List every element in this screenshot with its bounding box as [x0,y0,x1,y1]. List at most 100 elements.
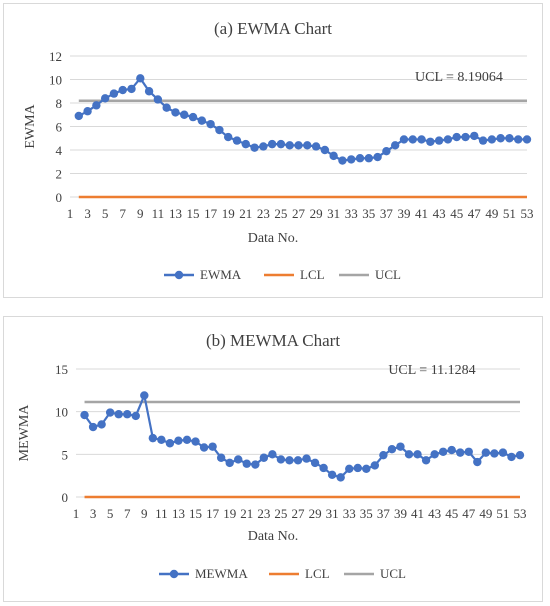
x-tick-label: 43 [428,506,441,521]
mewma-point [336,473,345,482]
mewma-point [387,445,397,454]
x-tick-label: 29 [309,506,322,521]
mewma-point [353,463,362,473]
x-tick-label: 23 [257,506,270,521]
mewma-point [379,450,388,460]
ewma-point [153,95,163,104]
mewma-point [259,453,269,462]
x-tick-label: 39 [397,206,410,221]
ewma-point [329,151,338,161]
x-tick-label: 19 [222,206,235,221]
mewma-line [83,391,521,479]
mewma-point [148,433,158,443]
ewma-point [250,143,259,152]
mewma-point [302,454,311,463]
mewma-point [268,450,277,459]
mewma-point [473,457,482,467]
x-tick-label: 49 [485,206,498,221]
ewma-point [364,154,374,163]
mewma-point [276,455,286,464]
x-tick-label: 51 [503,206,516,221]
mewma-point [80,410,89,420]
x-tick-label: 11 [155,506,168,521]
ewma-point [118,85,127,95]
mewma-point [165,439,175,448]
ewma-line [78,76,527,162]
mewma-point [421,456,431,465]
ewma-point [496,134,505,143]
x-tick-label: 27 [292,506,306,521]
x-tick-label: 13 [169,206,182,221]
ewma-point [452,132,461,142]
ewma-point [144,87,154,96]
x-tick-label: 9 [141,506,148,521]
x-tick-label: 3 [84,206,91,221]
mewma-point [310,458,320,468]
y-tick-label: 2 [56,167,63,182]
x-tick-label: 35 [362,206,375,221]
x-tick-label: 43 [433,206,446,221]
ewma-point [188,112,198,122]
mewma-point [319,463,328,473]
ewma-point [276,139,286,149]
legend-label: EWMA [200,267,242,282]
x-tick-label: 31 [327,206,340,221]
x-tick-label: 33 [345,206,358,221]
x-tick-label: 53 [521,206,534,221]
mewma-point [208,442,217,451]
ewma-point [338,156,347,165]
ewma-point [215,125,224,135]
y-tick-label: 0 [62,490,69,505]
x-tick-label: 39 [394,506,407,521]
mewma-point [242,459,251,468]
ewma-point [109,89,119,98]
ewma-point [417,135,426,144]
legend-label: UCL [380,566,406,581]
ewma-point [478,136,488,145]
legend-marker [174,270,184,280]
x-tick-label: 25 [274,206,287,221]
ewma-point [267,139,277,149]
ewma-point [426,137,435,146]
x-tick-label: 21 [240,506,253,521]
x-tick-label: 35 [360,506,373,521]
ewma-point [100,94,110,103]
legend-label: LCL [300,267,325,282]
ucl-annotation: UCL = 11.1284 [388,363,475,378]
mewma-point [396,442,405,451]
mewma-point [438,447,448,456]
legend-label: MEWMA [195,566,248,581]
y-tick-label: 8 [56,96,63,111]
mewma-point [131,411,140,421]
ewma-point [461,132,470,142]
ewma-point [285,141,294,150]
mewma-point [370,461,380,470]
y-tick-label: 10 [55,405,68,420]
ewma-point [206,119,215,129]
chart-title: (a) EWMA Chart [214,19,332,38]
ewma-point [74,111,83,121]
ewma-point [171,108,180,117]
ewma-point [399,135,409,144]
mewma-point [285,456,294,465]
mewma-point [293,456,303,465]
mewma-point [481,448,491,457]
y-tick-label: 10 [49,73,62,88]
y-tick-label: 0 [56,190,63,205]
mewma-point [216,453,226,462]
ewma-point [470,131,479,141]
x-tick-label: 37 [377,506,391,521]
mewma-chart-panel: (b) MEWMA Chart 0 5 10 15 1 3 5 7 9 11 13 15 17 19 21 23… [3,316,543,602]
x-tick-label: 7 [119,206,126,221]
x-tick-label: 51 [496,506,509,521]
x-tick-label: 23 [257,206,270,221]
x-tick-label: 41 [411,506,424,521]
ewma-point [522,135,532,144]
ewma-point [294,141,303,150]
mewma-point [413,450,422,459]
x-tick-label: 17 [204,206,218,221]
x-tick-label: 37 [380,206,394,221]
y-tick-label: 6 [56,120,63,135]
ewma-point [390,141,400,150]
x-tick-label: 27 [292,206,306,221]
